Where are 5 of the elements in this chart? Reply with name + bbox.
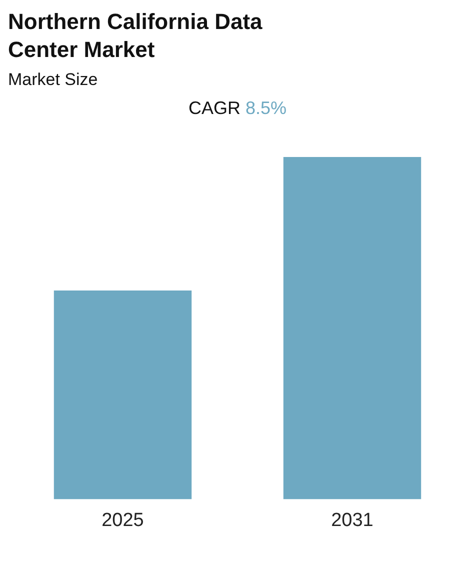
x-tick-label: 2025 [102, 510, 144, 531]
chart-title: Northern California Data Center Market [8, 8, 264, 64]
chart-subtitle: Market Size [8, 70, 99, 90]
text: CAGR 8.5% [187, 98, 288, 119]
x-tick-label: 2031 [331, 510, 374, 531]
